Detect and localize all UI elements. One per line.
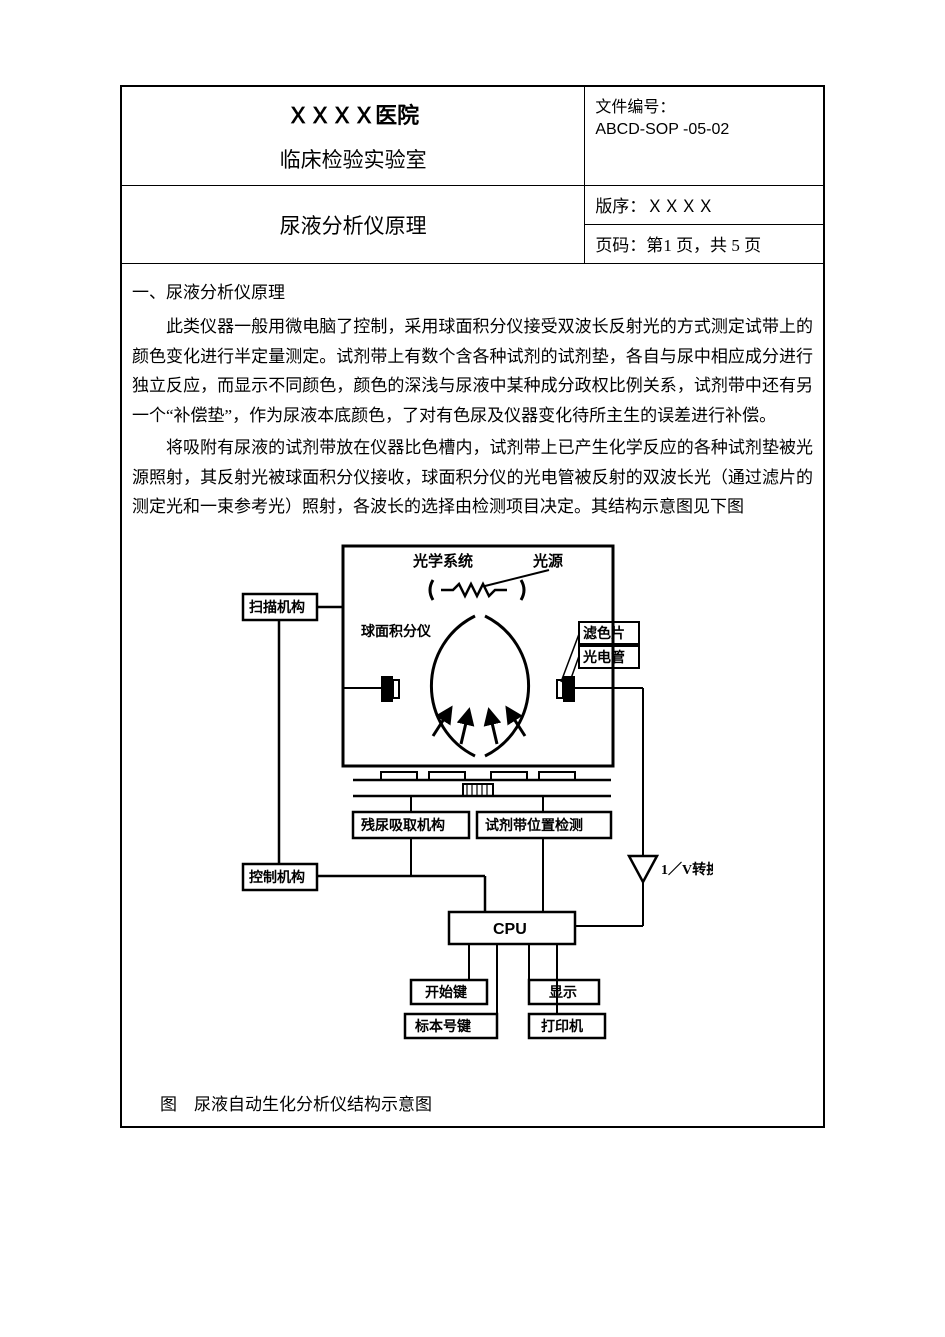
version-cell: 版序：ＸＸＸＸ bbox=[585, 186, 824, 225]
page-prefix: 页码：第 bbox=[595, 236, 663, 255]
doc-title: 尿液分析仪原理 bbox=[280, 214, 427, 238]
lab-name: 临床检验实验室 bbox=[128, 144, 578, 174]
header-table: ＸＸＸＸ医院 临床检验实验室 文件编号： ABCD-SOP -05-02 尿液分… bbox=[121, 86, 824, 1127]
doc-title-cell: 尿液分析仪原理 bbox=[122, 186, 585, 264]
page-mid: 页，共 bbox=[672, 236, 732, 255]
iv-label: 1／V转换 bbox=[661, 861, 713, 878]
section-title: 一、尿液分析仪原理 bbox=[132, 278, 813, 308]
optical-box bbox=[343, 546, 613, 766]
figure: 光学系统 光源 球面积分仪 bbox=[132, 536, 813, 1056]
light-source-label: 光源 bbox=[532, 552, 563, 570]
optical-system-label: 光学系统 bbox=[412, 552, 473, 570]
sample-key-label: 标本号键 bbox=[414, 1018, 472, 1035]
hospital-name: ＸＸＸＸ医院 bbox=[128, 98, 578, 130]
version-label: 版序： bbox=[595, 197, 646, 216]
doc-no-label: 文件编号： bbox=[595, 93, 813, 117]
sphere-label: 球面积分仪 bbox=[361, 623, 432, 640]
display-label: 显示 bbox=[549, 985, 577, 1001]
filter-label: 滤色片 bbox=[583, 625, 625, 642]
residual-urine-label: 残尿吸取机构 bbox=[361, 817, 445, 834]
page-suffix: 页 bbox=[740, 236, 761, 255]
printer-label: 打印机 bbox=[541, 1018, 583, 1035]
version-value: ＸＸＸＸ bbox=[646, 197, 714, 216]
scan-mech-label: 扫描机构 bbox=[249, 599, 305, 616]
doc-no-cell: 文件编号： ABCD-SOP -05-02 bbox=[585, 87, 824, 186]
paragraph-1: 此类仪器一般用微电脑了控制，采用球面积分仪接受双波长反射光的方式测定试带上的颜色… bbox=[132, 312, 813, 431]
body-cell: 一、尿液分析仪原理 此类仪器一般用微电脑了控制，采用球面积分仪接受双波长反射光的… bbox=[122, 264, 824, 1127]
page-current: 1 bbox=[663, 236, 672, 255]
page-no-cell: 页码：第1 页，共 5 页 bbox=[585, 225, 824, 264]
hospital-cell: ＸＸＸＸ医院 临床检验实验室 bbox=[122, 87, 585, 186]
figure-caption: 图 尿液自动生化分析仪结构示意图 bbox=[132, 1090, 813, 1120]
cpu-label: CPU bbox=[493, 921, 527, 938]
paragraph-2: 将吸附有尿液的试剂带放在仪器比色槽内，试剂带上已产生化学反应的各种试剂垫被光源照… bbox=[132, 433, 813, 522]
control-mech-label: 控制机构 bbox=[249, 869, 305, 886]
photocell-label: 光电管 bbox=[582, 649, 625, 666]
strip-pos-label: 试剂带位置检测 bbox=[485, 817, 583, 834]
page: ＸＸＸＸ医院 临床检验实验室 文件编号： ABCD-SOP -05-02 尿液分… bbox=[0, 0, 945, 1337]
document-frame: ＸＸＸＸ医院 临床检验实验室 文件编号： ABCD-SOP -05-02 尿液分… bbox=[120, 85, 825, 1128]
start-key-label: 开始键 bbox=[425, 984, 468, 1001]
page-total: 5 bbox=[731, 236, 740, 255]
doc-no-value: ABCD-SOP -05-02 bbox=[595, 121, 813, 139]
diagram-svg: 光学系统 光源 球面积分仪 bbox=[233, 536, 713, 1046]
